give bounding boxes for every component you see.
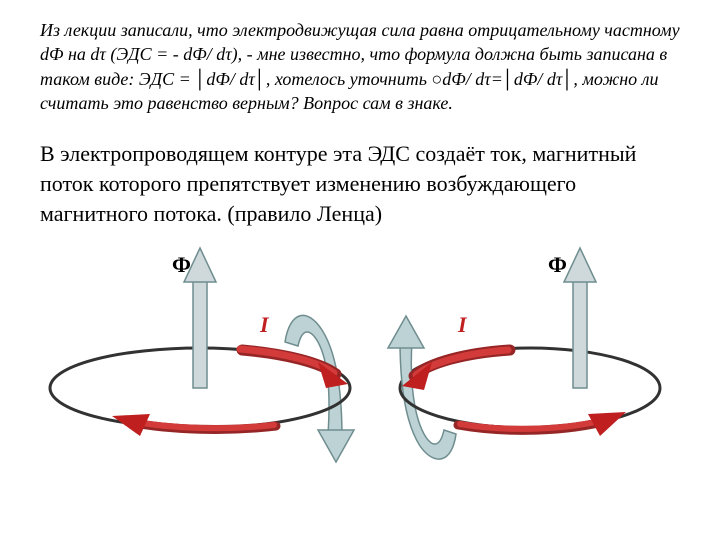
right-flux-arrow	[564, 248, 596, 388]
right-current-arrow-lower	[458, 412, 626, 436]
right-loop-front	[400, 388, 660, 428]
i-label-left: I	[260, 314, 269, 336]
lecture-note: Из лекции записали, что электродвижущая …	[40, 18, 680, 115]
i-label-right: I	[458, 314, 467, 336]
left-spiral-arrow	[285, 316, 354, 463]
phi-label-right: Ф	[548, 254, 567, 276]
lenz-diagram: Ф Ф I I	[40, 238, 680, 478]
left-current-arrow-lower	[112, 414, 276, 436]
lenz-diagram-svg	[40, 238, 680, 478]
left-loop-front	[50, 388, 350, 428]
body-paragraph: В электропроводящем контуре эта ЭДС созд…	[40, 139, 680, 228]
right-current-arrow	[402, 350, 510, 390]
phi-label-left: Ф	[172, 254, 191, 276]
